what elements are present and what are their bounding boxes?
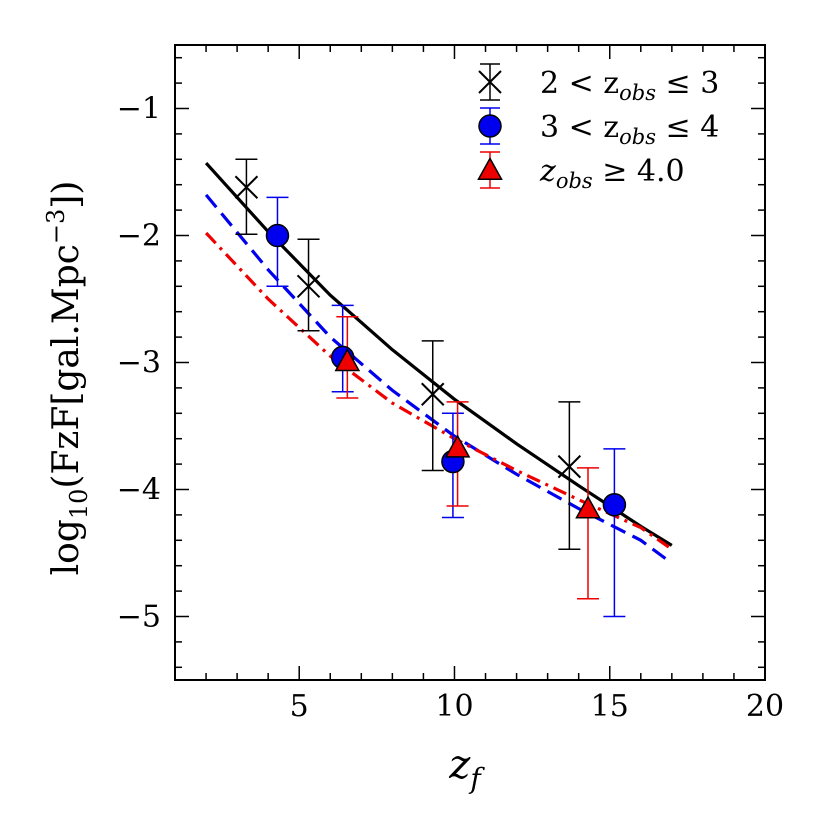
marker-series-2-point-1 [265,223,290,248]
legend: 2 < zobs ≤ 3 3 < zobs ≤ 4 zobs ≥ 4.0 [477,63,719,193]
y-tick-label-1: −1 [117,92,161,127]
y-axis-title-sub: 10 [65,489,93,520]
legend-label-series-3-post: ≥ 4.0 [593,154,685,189]
data-markers [234,175,627,519]
y-axis-title-main: (FzF[gal.Mpc [46,244,87,489]
legend-label-series-1: 2 < zobs ≤ 3 [540,66,719,105]
x-tick-label-10: 10 [435,689,473,724]
legend-label-series-2-sub: obs [619,125,656,149]
y-tick-label-5: −5 [117,600,161,635]
legend-label-series-1-pre: 2 < z [540,66,619,101]
legend-marker-series-1 [478,70,502,94]
plot-area [204,158,673,618]
y-axis-title: log10(FzF[gal.Mpc−3]) [42,181,93,576]
y-axis-title-sup: −3 [42,209,70,244]
x-tick-label-5: 5 [290,689,309,724]
legend-label-series-3-pre: z [539,154,556,189]
y-tick-label-4: −4 [117,473,161,508]
axis-ticks [175,45,765,680]
marker-series-1-point-2 [296,274,321,299]
marker-series-3-point-1 [334,348,361,372]
legend-label-series-3: zobs ≥ 4.0 [539,154,685,193]
y-axis-title-suffix: ]) [46,181,87,209]
plot-frame [174,44,766,681]
marker-series-3-point-2 [444,434,471,458]
marker-series-1-point-4 [557,454,582,479]
legend-marker-series-2 [478,114,502,138]
marker-series-1-point-3 [421,382,445,406]
y-tick-label-3: −3 [117,346,161,381]
tick-labels: 5 10 15 20 −1 −2 −3 −4 −5 [117,92,784,725]
x-axis-title-base: z [448,742,471,788]
y-tick-label-2: −2 [117,219,161,254]
legend-label-series-2-post: ≤ 4 [656,110,719,145]
fit-line-series-3 [204,231,673,551]
fit-line-series-2 [204,193,673,565]
marker-series-3-point-3 [575,495,601,519]
y-axis-title-prefix: log [46,519,87,575]
marker-series-2-point-4 [602,492,627,517]
legend-marker-series-3 [477,156,503,180]
legend-label-series-1-post: ≤ 3 [656,66,719,101]
x-tick-label-20: 20 [746,689,784,724]
marker-series-1-point-1 [234,175,259,199]
legend-label-series-2-pre: 3 < z [540,110,619,145]
legend-label-series-1-sub: obs [619,81,656,105]
x-tick-label-15: 15 [591,689,629,724]
legend-markers [477,63,503,189]
legend-label-series-3-sub: obs [556,169,593,193]
legend-label-series-2: 3 < zobs ≤ 4 [540,110,719,149]
